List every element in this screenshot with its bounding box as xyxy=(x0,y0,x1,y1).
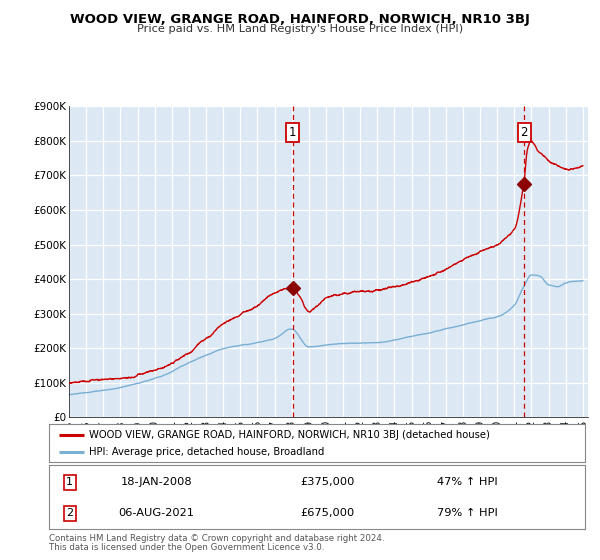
Text: £675,000: £675,000 xyxy=(301,508,355,518)
Text: 47% ↑ HPI: 47% ↑ HPI xyxy=(437,477,497,487)
Text: This data is licensed under the Open Government Licence v3.0.: This data is licensed under the Open Gov… xyxy=(49,543,325,552)
Text: 79% ↑ HPI: 79% ↑ HPI xyxy=(437,508,497,518)
Text: WOOD VIEW, GRANGE ROAD, HAINFORD, NORWICH, NR10 3BJ: WOOD VIEW, GRANGE ROAD, HAINFORD, NORWIC… xyxy=(70,13,530,26)
Text: 18-JAN-2008: 18-JAN-2008 xyxy=(121,477,192,487)
Text: WOOD VIEW, GRANGE ROAD, HAINFORD, NORWICH, NR10 3BJ (detached house): WOOD VIEW, GRANGE ROAD, HAINFORD, NORWIC… xyxy=(89,430,490,440)
Text: 2: 2 xyxy=(66,508,73,518)
Text: Price paid vs. HM Land Registry's House Price Index (HPI): Price paid vs. HM Land Registry's House … xyxy=(137,24,463,34)
Text: 2: 2 xyxy=(521,127,528,139)
Text: 1: 1 xyxy=(66,477,73,487)
Text: Contains HM Land Registry data © Crown copyright and database right 2024.: Contains HM Land Registry data © Crown c… xyxy=(49,534,385,543)
Text: 06-AUG-2021: 06-AUG-2021 xyxy=(118,508,194,518)
Text: 1: 1 xyxy=(289,127,296,139)
Text: £375,000: £375,000 xyxy=(301,477,355,487)
Text: HPI: Average price, detached house, Broadland: HPI: Average price, detached house, Broa… xyxy=(89,447,325,458)
